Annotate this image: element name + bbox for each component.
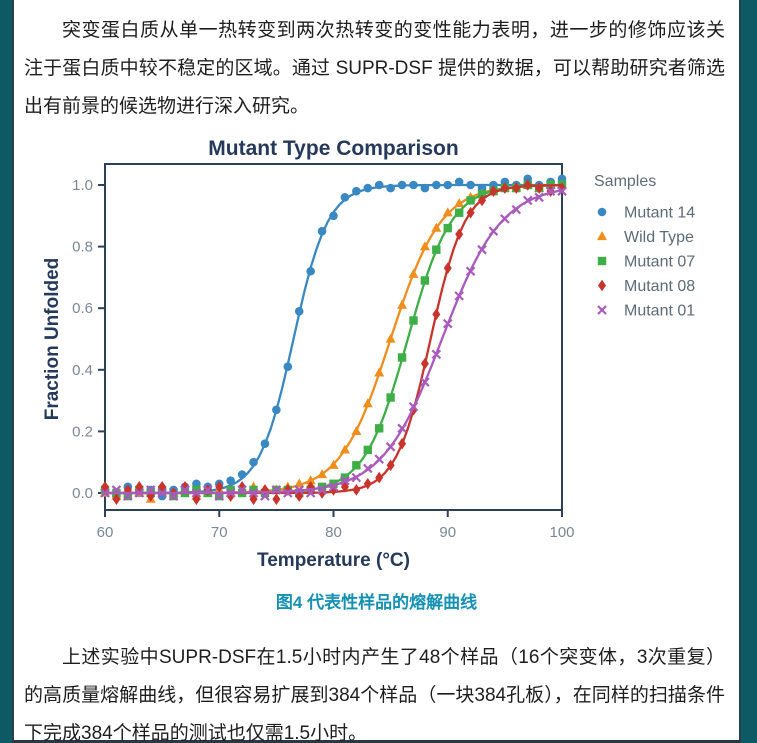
svg-text:Samples: Samples: [594, 173, 656, 190]
melting-curves-chart: 60 70 80 90 100 0.0 0.2 0.4 0.6 0.8 1.0 Mutant Type…: [42, 137, 695, 571]
svg-text:80: 80: [325, 524, 342, 541]
svg-text:0.0: 0.0: [72, 485, 93, 502]
bottom-border-line: [12, 740, 741, 743]
right-border-bar: [739, 0, 757, 743]
svg-text:Mutant Type Comparison: Mutant Type Comparison: [208, 137, 458, 160]
svg-text:90: 90: [439, 524, 456, 541]
svg-text:Mutant 01: Mutant 01: [624, 303, 695, 320]
svg-text:Wild Type: Wild Type: [624, 229, 694, 246]
svg-text:60: 60: [97, 524, 114, 541]
article-content: 突变蛋白质从单一热转变到两次热转变的变性能力表明，进一步的修饰应该关注于蛋白质中…: [14, 0, 739, 743]
svg-text:Fraction Unfolded: Fraction Unfolded: [42, 258, 63, 421]
svg-text:70: 70: [211, 524, 228, 541]
svg-text:Mutant 08: Mutant 08: [624, 278, 695, 295]
svg-text:0.6: 0.6: [72, 300, 93, 317]
svg-text:1.0: 1.0: [72, 177, 93, 194]
svg-text:0.8: 0.8: [72, 239, 93, 256]
svg-text:0.4: 0.4: [72, 362, 93, 379]
svg-text:100: 100: [549, 524, 574, 541]
figure-caption: 图4 代表性样品的熔解曲线: [275, 593, 478, 612]
closing-paragraph: 上述实验中SUPR-DSF在1.5小时内产生了48个样品（16个突变体，3次重复…: [24, 647, 725, 743]
svg-text:0.2: 0.2: [72, 423, 93, 440]
svg-text:Mutant 07: Mutant 07: [624, 254, 695, 271]
melting-curve-figure: 60 70 80 90 100 0.0 0.2 0.4 0.6 0.8 1.0 Mutant Type…: [42, 136, 754, 586]
intro-paragraph: 突变蛋白质从单一热转变到两次热转变的变性能力表明，进一步的修饰应该关注于蛋白质中…: [24, 20, 725, 117]
svg-text:Mutant 14: Mutant 14: [624, 205, 695, 222]
left-border-bar: [0, 0, 14, 743]
svg-text:Temperature (°C): Temperature (°C): [257, 550, 410, 571]
